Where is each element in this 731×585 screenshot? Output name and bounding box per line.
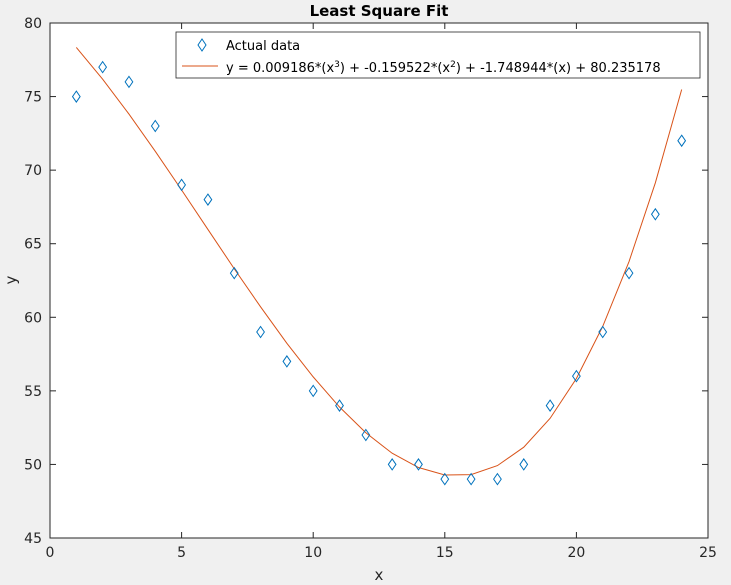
plot-frame [49, 22, 709, 539]
x-axis-label: x [375, 566, 384, 584]
data-point-13 [414, 458, 423, 471]
x-tick-label-0: 0 [46, 545, 55, 561]
legend-marker-actual-data [197, 38, 207, 52]
data-point-4 [177, 178, 187, 192]
data-point-11 [361, 428, 371, 442]
data-point-20 [598, 325, 608, 339]
plot-area [50, 23, 708, 538]
data-point-5 [203, 193, 213, 206]
data-point-8 [282, 355, 292, 368]
data-point-1 [98, 60, 108, 74]
data-point-14 [440, 472, 450, 486]
legend: Actual data y = 0.009186*(x3) + -0.15952… [175, 31, 701, 79]
y-tick-label-0: 45 [24, 531, 42, 547]
data-point-9 [308, 384, 318, 398]
data-point-22 [650, 207, 660, 221]
legend-label-actual-data: Actual data [226, 39, 300, 54]
legend-fit-part-1: y = 0.009186*(x [226, 61, 334, 76]
y-tick-label-2: 55 [24, 384, 42, 400]
data-point-16 [493, 472, 502, 486]
y-tick-label-5: 70 [24, 163, 42, 179]
x-tick-label-5: 25 [699, 545, 717, 561]
data-point-2 [124, 75, 134, 89]
y-tick-label-3: 60 [24, 310, 42, 326]
data-point-10 [335, 399, 344, 412]
fit-line [75, 47, 683, 476]
data-point-6 [229, 266, 239, 280]
y-tick-label-1: 50 [24, 457, 42, 473]
data-point-18 [545, 399, 555, 412]
legend-label-fit: y = 0.009186*(x3) + -0.159522*(x2) + -1.… [226, 60, 661, 76]
x-tick-label-4: 20 [567, 545, 585, 561]
data-point-23 [677, 134, 687, 148]
y-tick-label-6: 75 [24, 90, 42, 106]
y-tick-label-7: 80 [24, 16, 42, 32]
y-tick-label-4: 65 [24, 237, 42, 253]
x-tick-label-2: 10 [304, 545, 322, 561]
data-point-15 [466, 472, 476, 486]
data-point-7 [256, 325, 265, 339]
y-axis-label: y [2, 275, 20, 284]
tick-labels: 0 5 10 15 20 25 45 50 55 60 65 70 75 80 [24, 16, 717, 561]
data-point-21 [624, 266, 634, 280]
legend-fit-exp-1: 3 [334, 60, 340, 70]
data-point-17 [519, 458, 529, 471]
data-point-0 [71, 90, 81, 103]
legend-fit-part-2: ) + -0.159522*(x [340, 61, 451, 76]
x-tick-label-1: 5 [177, 545, 186, 561]
legend-fit-part-3: ) + -1.748944*(x) + 80.235178 [456, 61, 661, 76]
data-point-3 [150, 119, 160, 133]
series-layer [71, 47, 687, 486]
data-point-12 [387, 458, 397, 471]
legend-fit-exp-2: 2 [450, 60, 456, 70]
x-tick-label-3: 15 [436, 545, 454, 561]
chart-title: Least Square Fit [310, 2, 449, 20]
data-point-19 [571, 369, 581, 383]
legend-box [175, 31, 701, 79]
